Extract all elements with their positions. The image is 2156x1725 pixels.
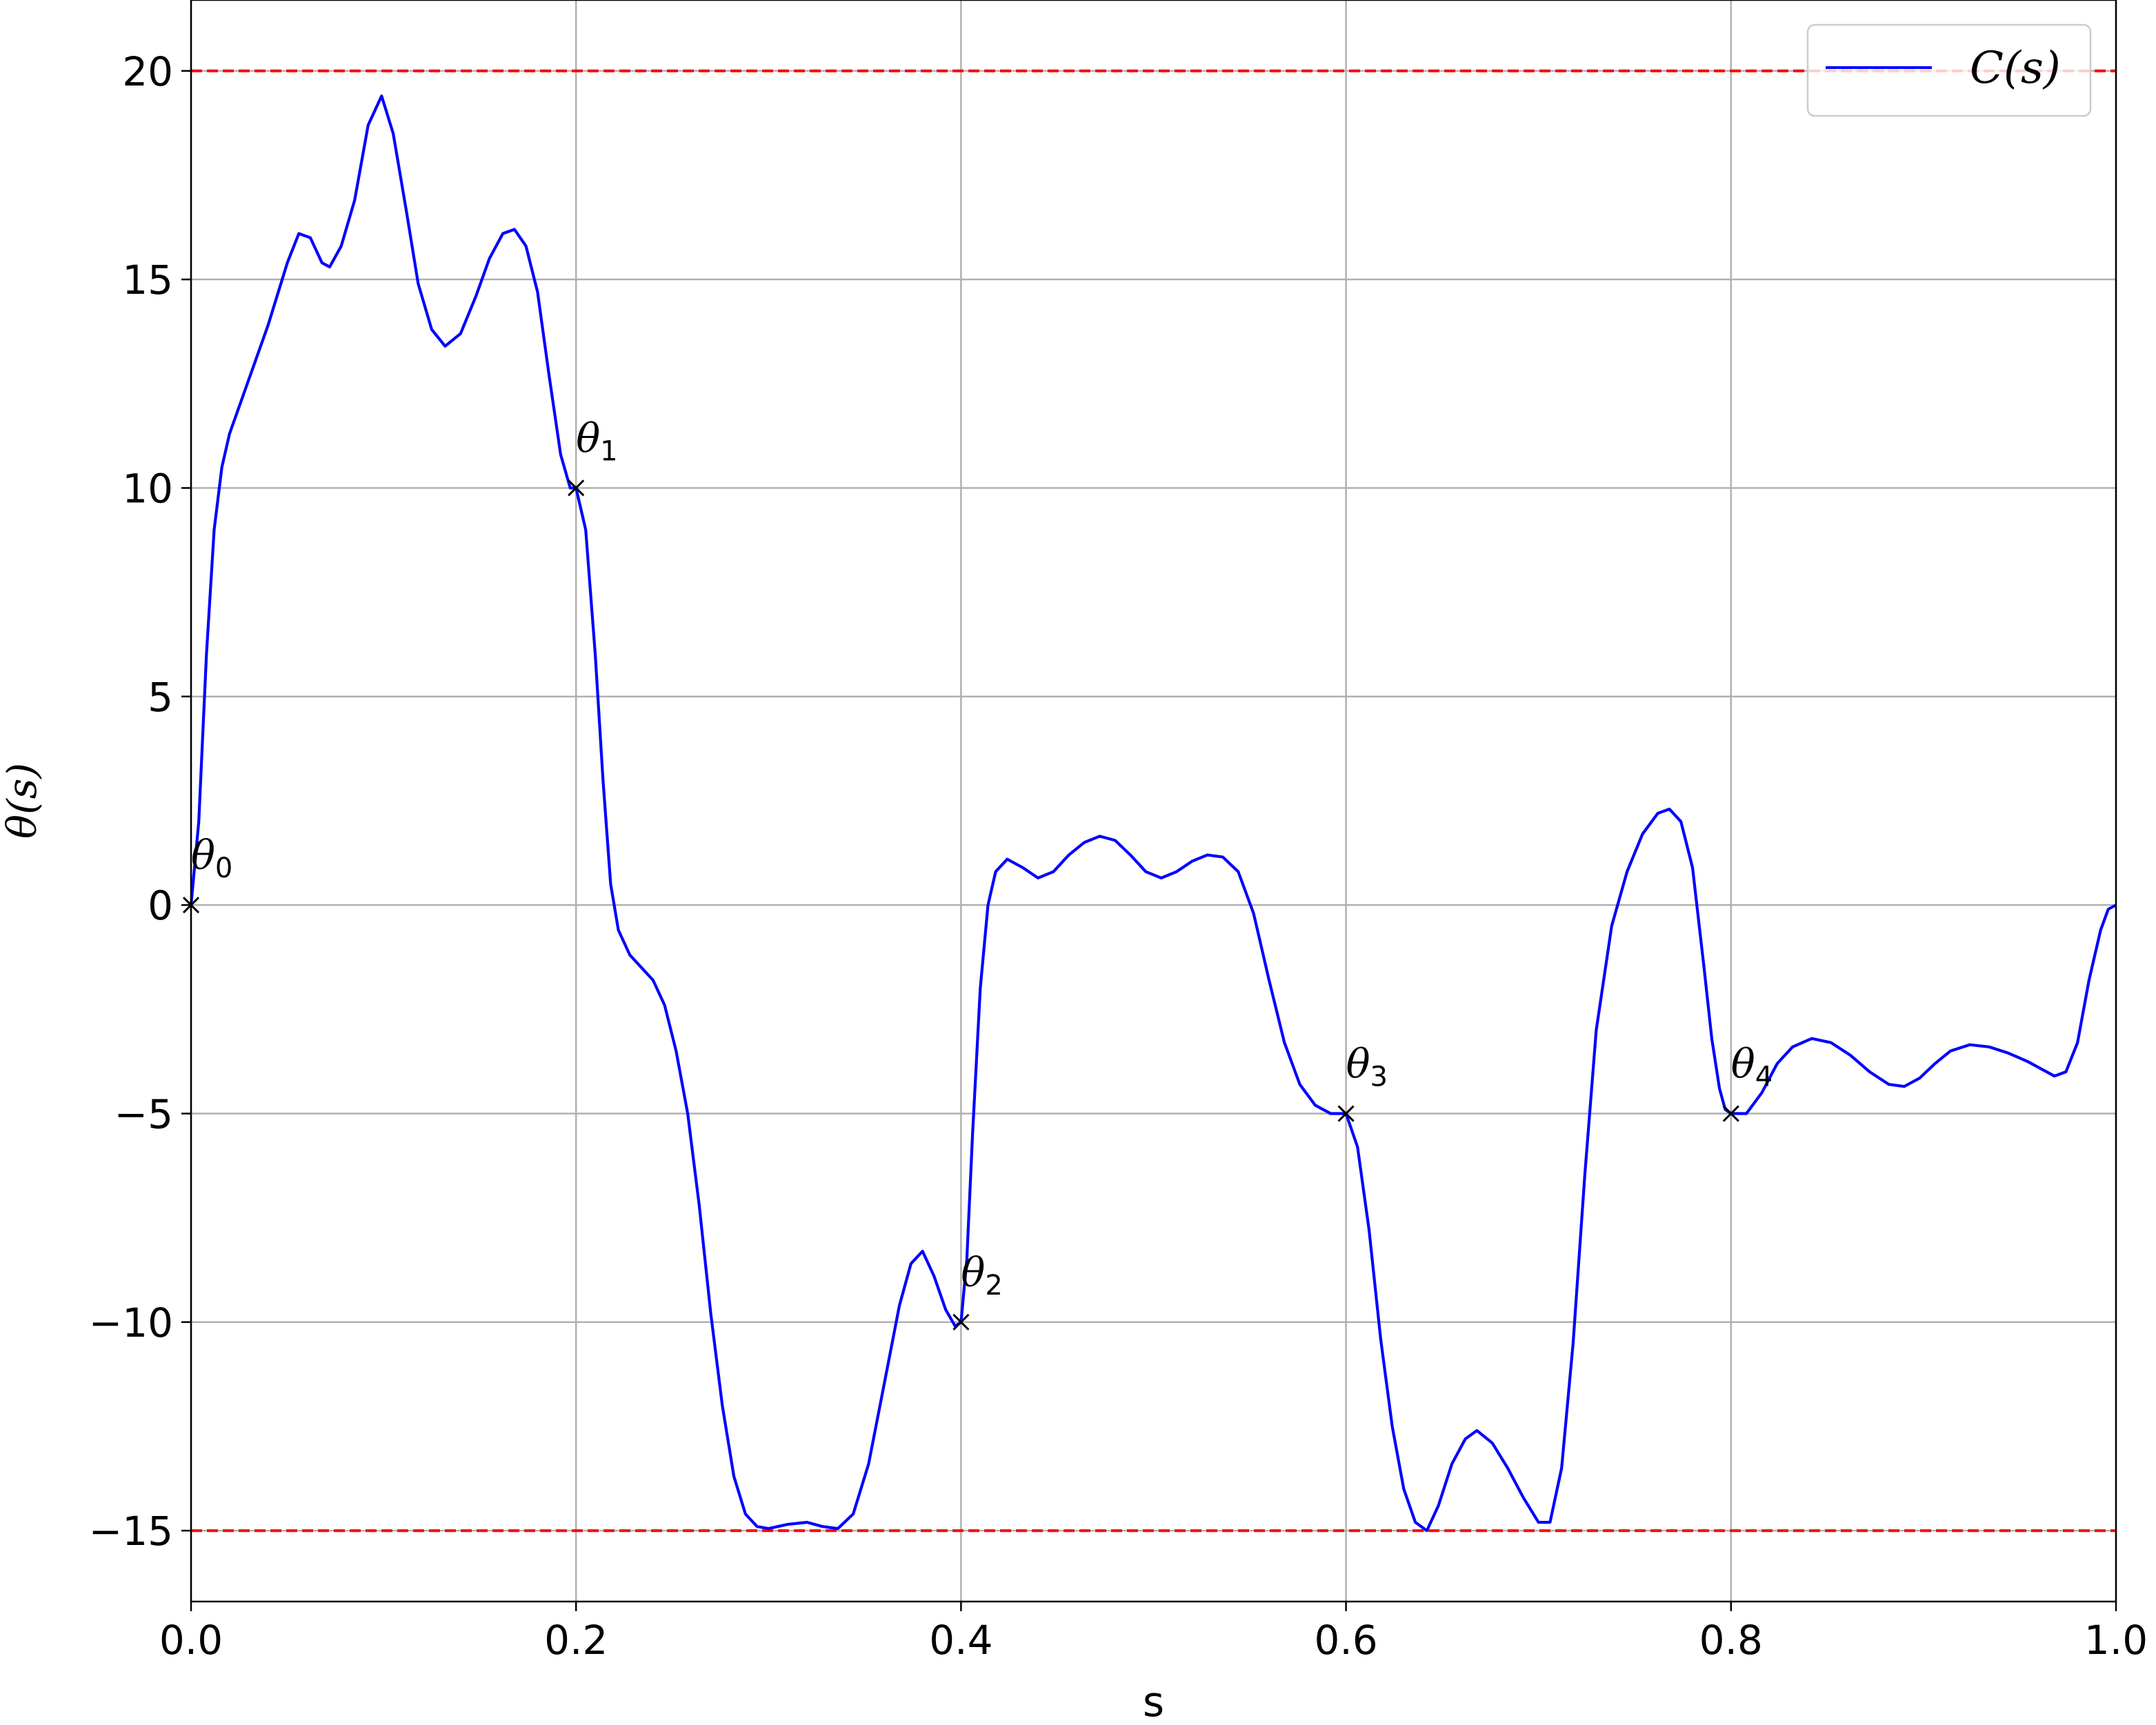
x-tick-label: 0.2 [544,1617,608,1664]
waypoint-label-subscript: 4 [1755,1061,1773,1093]
series-layer [189,94,2117,1533]
legend: C(s) [1806,23,2092,117]
y-tick-label: −15 [89,1508,173,1555]
waypoint-label-subscript: 1 [600,435,617,467]
y-tick-label: 20 [122,48,173,95]
x-tick-label: 0.0 [159,1617,223,1664]
y-axis-label: θ(s) [0,763,46,839]
marker-cross-b [952,1313,970,1330]
x-tick-label: 0.4 [929,1617,992,1664]
y-tick-label: −5 [114,1091,174,1138]
waypoint-marker: θ4 [1722,1041,1773,1122]
y-tick-label: 0 [148,882,173,929]
legend-entry-label: C(s) [1970,43,2061,94]
marker-cross-b [1337,1105,1355,1122]
x-tick-label: 1.0 [2084,1617,2148,1664]
x-tick-label: 0.8 [1699,1617,1763,1664]
x-tick-label: 0.6 [1314,1617,1377,1664]
bound-lines [191,69,2116,1533]
waypoint-label: θ4 [1731,1041,1773,1093]
y-tick-label: 15 [122,257,173,303]
marker-cross-b [568,479,585,497]
y-tick-label: −10 [89,1299,173,1346]
series-line [189,94,2117,1533]
legend-box [1806,23,2092,117]
marker-cross-b [1722,1105,1739,1122]
waypoint-label-subscript: 3 [1370,1061,1388,1093]
y-tick-label: 5 [148,674,173,721]
plot-frame [190,0,2117,1603]
y-tick-label: 10 [122,465,173,512]
waypoint-marker: θ1 [568,415,618,497]
waypoint-label-subscript: 2 [985,1270,1002,1302]
x-axis-label: s [1143,1678,1164,1725]
waypoint-label-subscript: 0 [215,852,232,884]
